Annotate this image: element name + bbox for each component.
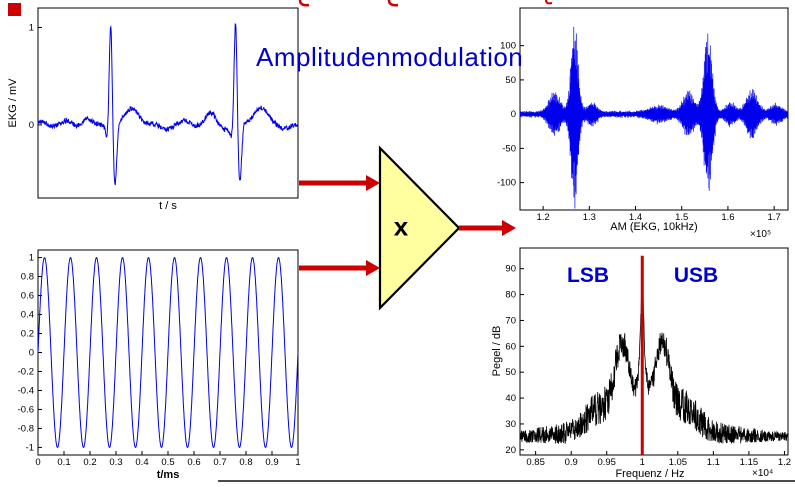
svg-text:0.3: 0.3 (109, 457, 122, 468)
svg-text:60: 60 (505, 341, 516, 352)
carrier-input-arrow (299, 260, 380, 276)
svg-text:1.1: 1.1 (707, 457, 720, 468)
svg-text:1.3: 1.3 (583, 212, 596, 223)
svg-text:50: 50 (505, 367, 516, 378)
spectrum-x-exponent: ×10⁴ (752, 468, 774, 479)
svg-text:30: 30 (505, 419, 516, 430)
svg-text:1.6: 1.6 (721, 212, 734, 223)
svg-text:-0.6: -0.6 (18, 404, 34, 415)
lsb-annotation: LSB (567, 264, 609, 287)
carrier-plot: 0 0.1 0.2 0.3 0.4 0.5 0.6 0.7 0.8 0.9 1 -1 -0.8 -0.6 -… (18, 249, 301, 468)
svg-text:0.6: 0.6 (187, 457, 200, 468)
multiplier-x-label: x (393, 211, 409, 242)
svg-text:20: 20 (505, 445, 516, 456)
svg-text:0.5: 0.5 (161, 457, 174, 468)
svg-text:0.9: 0.9 (565, 457, 578, 468)
am-plot: 1.2 1.3 1.4 1.5 1.6 1.7 -100 -50 0 50 100 (497, 7, 789, 223)
clipped-divider-line (218, 480, 795, 482)
svg-text:0.9: 0.9 (265, 457, 278, 468)
svg-text:1.2: 1.2 (536, 212, 549, 223)
spectrum-plot: 0.85 0.9 0.95 1 1.05 1.1 1.15 1.2 20 30 40 50 60 70 80… (505, 247, 791, 468)
ekg-xlabel: t / s (159, 200, 177, 212)
svg-text:0.4: 0.4 (135, 457, 148, 468)
svg-text:50: 50 (505, 75, 516, 86)
svg-text:1.4: 1.4 (629, 212, 642, 223)
spectrum-xlabel: Frequenz / Hz (615, 468, 685, 480)
svg-text:0.85: 0.85 (526, 457, 545, 468)
svg-text:1.15: 1.15 (740, 457, 759, 468)
svg-text:80: 80 (505, 290, 516, 301)
clipped-title-fragments (298, 0, 553, 7)
svg-text:40: 40 (505, 393, 516, 404)
am-x-exponent: ×10⁵ (750, 229, 772, 240)
carrier-xlabel: t/ms (156, 469, 180, 481)
svg-text:1: 1 (29, 253, 34, 264)
svg-text:1: 1 (29, 22, 34, 33)
svg-text:0.95: 0.95 (597, 457, 616, 468)
svg-text:-0.8: -0.8 (18, 423, 34, 434)
svg-text:0: 0 (35, 457, 40, 468)
ekg-ylabel: EKG / mV (7, 78, 19, 128)
ekg-input-arrow (299, 175, 380, 191)
svg-text:1.7: 1.7 (768, 212, 781, 223)
svg-text:0.2: 0.2 (83, 457, 96, 468)
svg-text:-1: -1 (26, 442, 34, 453)
slide-title: Amplitudenmodulation (256, 42, 524, 72)
svg-text:1.2: 1.2 (778, 457, 791, 468)
multiplier-block (378, 145, 461, 311)
svg-text:0.4: 0.4 (21, 310, 34, 321)
svg-text:-100: -100 (497, 178, 516, 189)
svg-text:0.8: 0.8 (21, 272, 34, 283)
svg-text:1.05: 1.05 (669, 457, 688, 468)
svg-text:1: 1 (295, 457, 300, 468)
spectrum-ylabel: Pegel / dB (491, 325, 503, 377)
ekg-plot: 01 (29, 7, 299, 199)
svg-text:1: 1 (640, 457, 645, 468)
svg-text:0.6: 0.6 (21, 291, 34, 302)
svg-text:0.1: 0.1 (57, 457, 70, 468)
usb-annotation: USB (673, 264, 719, 287)
svg-text:90: 90 (505, 264, 516, 275)
svg-text:-50: -50 (502, 143, 516, 154)
svg-text:0: 0 (29, 348, 34, 359)
svg-text:-0.4: -0.4 (18, 385, 34, 396)
svg-text:70: 70 (505, 315, 516, 326)
svg-text:0.8: 0.8 (239, 457, 252, 468)
clipped-bullet-square (8, 3, 21, 16)
svg-text:0: 0 (511, 109, 516, 120)
am-xlabel: AM (EKG, 10kHz) (610, 221, 698, 233)
svg-text:-0.2: -0.2 (18, 366, 34, 377)
svg-text:100: 100 (500, 41, 516, 52)
am-output-arrow (459, 220, 516, 236)
svg-text:0.7: 0.7 (213, 457, 226, 468)
svg-text:0.2: 0.2 (21, 329, 34, 340)
svg-text:0: 0 (29, 120, 34, 131)
svg-text:1.5: 1.5 (675, 212, 688, 223)
